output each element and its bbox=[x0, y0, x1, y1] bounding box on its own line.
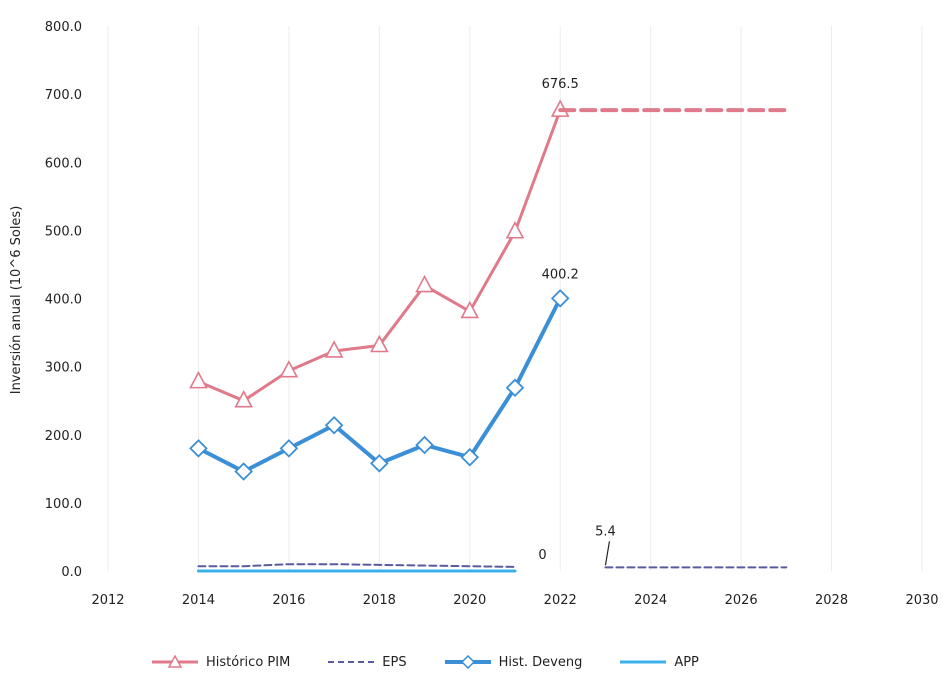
legend-label: Histórico PIM bbox=[206, 654, 291, 670]
y-tick-label: 800.0 bbox=[45, 20, 82, 35]
y-tick-label: 600.0 bbox=[45, 156, 82, 171]
y-axis-ticks: 0.0 100.0 200.0 300.0 400.0 500.0 600.0 700.0 80… bbox=[45, 20, 82, 580]
y-tick-label: 500.0 bbox=[45, 224, 82, 239]
triangle-marker bbox=[279, 360, 299, 378]
x-tick-label: 2030 bbox=[905, 593, 938, 608]
legend-item-hist-deveng: Hist. Deveng bbox=[443, 654, 583, 670]
legend: Histórico PIM EPS Hist. Deveng APP bbox=[150, 650, 870, 674]
legend-label: Hist. Deveng bbox=[498, 654, 583, 670]
x-axis-ticks: 2012 2014 2016 2018 2020 2022 2024 2026 2028 2030 bbox=[91, 593, 938, 608]
legend-swatch-eps bbox=[328, 661, 375, 663]
triangle-marker bbox=[234, 389, 254, 408]
x-tick-label: 2020 bbox=[453, 593, 486, 608]
series-lines bbox=[189, 99, 789, 573]
triangle-marker bbox=[460, 300, 480, 319]
legend-swatch-app bbox=[620, 660, 667, 664]
diamond-marker bbox=[415, 435, 434, 455]
y-axis-label: Inversión anual (10^6 Soles) bbox=[9, 206, 24, 395]
diamond-marker bbox=[460, 447, 480, 467]
diamond-marker bbox=[324, 415, 344, 435]
x-tick-label: 2012 bbox=[91, 593, 124, 608]
x-tick-label: 2018 bbox=[363, 593, 396, 608]
triangle-marker bbox=[324, 340, 344, 358]
x-tick-label: 2016 bbox=[272, 593, 305, 608]
x-tick-label: 2014 bbox=[182, 593, 215, 608]
y-tick-label: 0.0 bbox=[61, 565, 82, 580]
diamond-marker bbox=[189, 439, 208, 458]
diamond-marker bbox=[234, 462, 253, 481]
legend-label: EPS bbox=[382, 654, 407, 670]
x-tick-label: 2022 bbox=[544, 593, 577, 608]
y-tick-label: 200.0 bbox=[45, 429, 82, 444]
legend-swatch-historico-pim bbox=[152, 655, 198, 668]
diamond-marker bbox=[550, 289, 570, 308]
x-tick-label: 2024 bbox=[634, 593, 667, 608]
legend-item-app: APP bbox=[618, 655, 699, 670]
y-tick-label: 400.0 bbox=[45, 293, 82, 308]
data-annotations: 676.5 400.2 0 5.4 bbox=[538, 77, 616, 566]
line-chart: 0.0 100.0 200.0 300.0 400.0 500.0 600.0 700.0 80… bbox=[9, 20, 939, 608]
legend-item-eps: EPS bbox=[326, 654, 407, 670]
legend-label: APP bbox=[674, 654, 699, 670]
triangle-marker bbox=[415, 274, 434, 293]
gridlines bbox=[107, 26, 923, 571]
triangle-marker bbox=[505, 221, 525, 239]
legend-swatch-hist-deveng bbox=[444, 655, 491, 669]
triangle-marker bbox=[189, 370, 208, 389]
data-label: 400.2 bbox=[542, 267, 579, 282]
annotation-leader-line bbox=[604, 541, 611, 566]
triangle-marker bbox=[369, 334, 389, 353]
data-label: 0 bbox=[538, 548, 546, 563]
diamond-marker bbox=[370, 454, 389, 473]
x-tick-label: 2028 bbox=[815, 593, 848, 608]
diamond-marker bbox=[505, 378, 525, 398]
diamond-marker bbox=[279, 439, 299, 458]
y-tick-label: 300.0 bbox=[45, 361, 82, 376]
data-label: 676.5 bbox=[542, 77, 579, 92]
x-tick-label: 2026 bbox=[725, 593, 758, 608]
y-tick-label: 700.0 bbox=[45, 88, 82, 103]
data-label: 5.4 bbox=[595, 524, 616, 539]
y-tick-label: 100.0 bbox=[45, 497, 82, 512]
legend-item-historico-pim: Histórico PIM bbox=[150, 655, 290, 670]
series-line-2 bbox=[197, 563, 516, 568]
